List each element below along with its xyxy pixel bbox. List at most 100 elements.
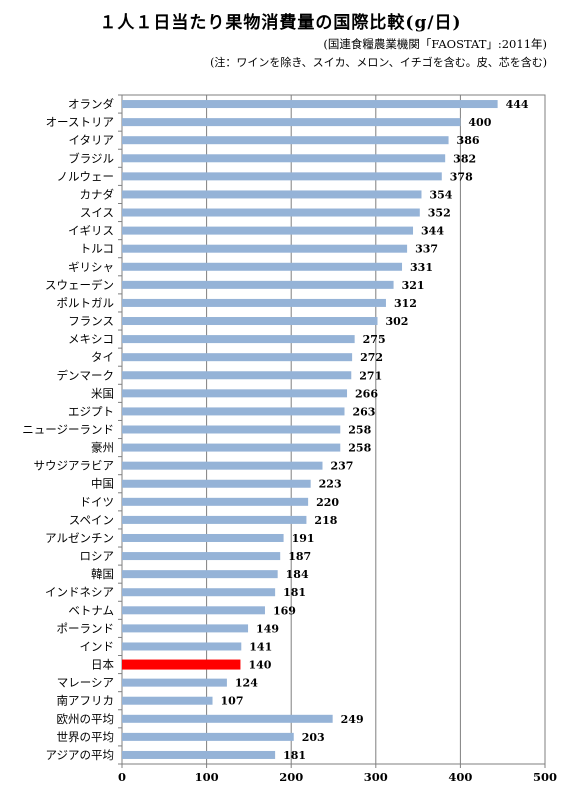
category-label: 世界の平均 <box>57 730 115 744</box>
bar <box>122 714 333 723</box>
bar <box>122 696 213 705</box>
value-label: 181 <box>283 749 306 762</box>
category-label: 南アフリカ <box>57 694 115 708</box>
x-tick-label: 0 <box>118 770 126 784</box>
category-label: ドイツ <box>80 495 115 509</box>
value-label: 181 <box>283 586 306 599</box>
value-label: 271 <box>359 369 382 382</box>
category-label: 豪州 <box>91 441 114 455</box>
bar <box>122 515 307 524</box>
category-label: ノルウェー <box>57 169 115 183</box>
value-label: 141 <box>249 640 272 653</box>
category-label: 米国 <box>91 386 114 400</box>
bar <box>122 497 309 506</box>
category-label: ブラジル <box>68 151 114 165</box>
value-label: 258 <box>348 442 371 455</box>
bar <box>122 244 408 253</box>
bar <box>122 280 394 289</box>
bar <box>122 407 345 416</box>
category-label: アルゼンチン <box>45 531 114 545</box>
category-labels: オランダオーストリアイタリアブラジルノルウェーカナダスイスイギリストルコギリシャ… <box>22 97 114 762</box>
value-label: 302 <box>385 315 408 328</box>
value-label: 203 <box>302 731 325 744</box>
value-label: 352 <box>428 207 451 220</box>
bar <box>122 624 249 633</box>
value-label: 187 <box>288 550 311 563</box>
bar <box>122 642 242 651</box>
category-label: 韓国 <box>91 567 114 581</box>
bar <box>122 588 276 597</box>
value-label: 382 <box>453 152 476 165</box>
value-label: 344 <box>421 225 444 238</box>
value-label: 337 <box>415 243 438 256</box>
x-tick-labels: 0 100 200 300 400 500 <box>118 770 557 784</box>
category-label: スペイン <box>69 513 114 527</box>
value-label: 237 <box>331 460 354 473</box>
bar <box>122 262 403 271</box>
value-label: 107 <box>221 695 244 708</box>
bar <box>122 118 461 127</box>
bar <box>122 389 348 398</box>
value-label: 400 <box>468 116 491 129</box>
category-label: ニュージーランド <box>22 423 114 437</box>
value-label: 220 <box>316 496 339 509</box>
bar <box>122 371 352 380</box>
category-label: エジプト <box>68 404 114 418</box>
value-label: 140 <box>248 659 271 672</box>
category-label: ロシア <box>80 549 115 563</box>
category-label: インド <box>80 639 115 653</box>
category-label: 中国 <box>91 477 114 491</box>
bar <box>122 353 353 362</box>
value-label: 444 <box>506 98 529 111</box>
bar <box>122 570 278 579</box>
value-label: 386 <box>457 134 480 147</box>
category-label: イタリア <box>68 133 114 147</box>
value-label: 258 <box>348 424 371 437</box>
bar <box>122 317 378 326</box>
value-labels: 444 400 386 382 378 354 352 344 337 331 321 312 302 2… <box>221 98 529 762</box>
bar <box>122 172 442 181</box>
chart-source: (国連食糧農業機関「FAOSTAT」:2011年) <box>323 37 547 51</box>
value-label: 169 <box>273 604 296 617</box>
value-label: 149 <box>256 622 279 635</box>
category-label: メキシコ <box>68 332 114 346</box>
category-label: ポーランド <box>57 621 115 635</box>
x-tick-label: 100 <box>195 770 219 784</box>
x-tick-label: 400 <box>448 770 472 784</box>
bar <box>122 190 422 199</box>
category-label: タイ <box>91 350 114 364</box>
bar <box>122 335 355 344</box>
chart-note: (注：ワインを除き、スイカ、メロン、イチゴを含む。皮、芯を含む) <box>210 56 547 69</box>
value-label: 191 <box>292 532 315 545</box>
category-label: オランダ <box>68 97 114 111</box>
category-label: トルコ <box>80 242 114 256</box>
category-label: フランス <box>68 314 114 328</box>
value-label: 263 <box>352 405 375 418</box>
bar <box>122 226 414 235</box>
value-label: 249 <box>341 713 364 726</box>
bars <box>122 100 498 759</box>
category-label: ベトナム <box>68 603 114 617</box>
category-label: インドネシア <box>45 585 114 599</box>
bar <box>122 443 341 452</box>
category-label: オーストリア <box>46 115 114 129</box>
value-label: 218 <box>314 514 337 527</box>
category-label: アジアの平均 <box>45 748 114 762</box>
bar <box>122 659 241 670</box>
value-label: 275 <box>363 333 386 346</box>
value-label: 124 <box>235 677 258 690</box>
category-label: マレーシア <box>57 676 114 690</box>
bar <box>122 461 323 470</box>
value-label: 354 <box>429 188 452 201</box>
category-label: イギリス <box>68 224 114 238</box>
value-label: 312 <box>394 297 417 310</box>
bar <box>122 425 341 434</box>
category-label: サウジアラビア <box>34 459 115 473</box>
bar <box>122 750 276 759</box>
bar <box>122 298 386 307</box>
category-label: ギリシャ <box>68 260 114 274</box>
value-label: 184 <box>286 568 309 581</box>
bar <box>122 136 449 145</box>
value-label: 223 <box>319 478 342 491</box>
